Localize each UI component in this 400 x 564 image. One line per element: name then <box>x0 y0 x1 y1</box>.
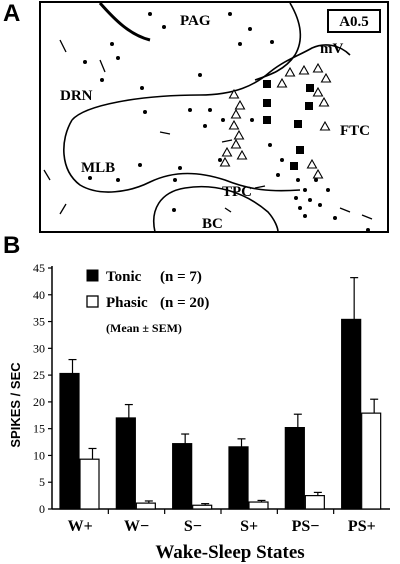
region-ftc: FTC <box>340 123 370 139</box>
bar-tonic <box>341 318 362 510</box>
y-tick-label: 40 <box>33 288 45 302</box>
legend: Tonic (n = 7) Phasic (n = 20) (Mean ± SE… <box>86 269 209 335</box>
x-tick-label: PS− <box>292 518 320 535</box>
legend-label-tonic: Tonic <box>106 269 142 285</box>
dash-mark <box>59 39 67 53</box>
panel-b-letter: B <box>3 232 21 259</box>
phasic-triangles <box>219 62 332 179</box>
legend-swatch-tonic <box>86 269 99 282</box>
legend-swatch-phasic <box>86 295 99 308</box>
y-tick-label: 10 <box>33 448 45 462</box>
bc-boundary <box>153 185 279 233</box>
dash-mark <box>361 214 373 220</box>
bar-tonic <box>284 426 305 510</box>
panel-a-letter: A <box>3 0 21 27</box>
dash-mark <box>254 185 266 189</box>
x-tick-label: S+ <box>240 518 258 535</box>
dash-mark <box>159 131 171 135</box>
dash-mark <box>224 207 232 213</box>
mv-boundary <box>254 2 302 81</box>
bar-phasic <box>135 502 156 510</box>
legend-label-phasic: Phasic <box>106 295 148 311</box>
dash-mark <box>99 59 106 73</box>
x-tick-label: W− <box>124 518 149 535</box>
y-tick-label: 30 <box>33 341 45 355</box>
bar-phasic <box>79 458 100 510</box>
region-bc: BC <box>202 216 223 232</box>
bar-phasic <box>248 501 269 510</box>
anatomy-map: A0.5 PAG DRN MLB mV FTC TPC BC <box>39 1 389 233</box>
x-tick-label: W+ <box>68 518 93 535</box>
bar-phasic <box>192 504 213 510</box>
pag-boundary <box>98 2 151 42</box>
region-pag: PAG <box>180 13 211 29</box>
dash-mark <box>339 207 351 213</box>
bar-tonic <box>59 372 80 510</box>
y-tick-label: 5 <box>39 475 45 489</box>
y-axis-label: SPIKES / SEC <box>8 362 23 448</box>
x-tick-label: PS+ <box>348 518 376 535</box>
y-tick-label: 20 <box>33 395 45 409</box>
region-mv: mV <box>320 41 343 57</box>
dash-mark <box>43 169 51 181</box>
x-tick-label: S− <box>184 518 202 535</box>
mlb-upper-boundary <box>71 44 351 121</box>
legend-note: (Mean ± SEM) <box>106 321 182 335</box>
tonic-squares <box>263 80 314 170</box>
bars-layer <box>59 277 382 510</box>
bar-tonic <box>172 443 193 510</box>
region-mlb: MLB <box>81 160 115 176</box>
y-tick-label: 25 <box>33 368 45 382</box>
dash-mark <box>221 139 233 143</box>
x-axis-label: Wake-Sleep States <box>155 542 304 563</box>
y-tick-label: 0 <box>39 502 45 516</box>
section-label: A0.5 <box>339 14 369 30</box>
section-label-box <box>327 9 381 33</box>
neuron-dots <box>83 12 370 232</box>
bar-tonic <box>115 417 136 510</box>
region-drn: DRN <box>60 88 93 104</box>
y-tick-label: 35 <box>33 315 45 329</box>
mlb-lower-boundary <box>63 119 301 193</box>
legend-n-phasic: (n = 20) <box>160 295 209 311</box>
region-tpc: TPC <box>222 184 252 200</box>
map-frame <box>39 1 389 233</box>
bar-phasic <box>304 495 325 510</box>
legend-n-tonic: (n = 7) <box>160 269 202 285</box>
y-tick-label: 45 <box>33 261 45 275</box>
axes-layer: 0 5 10 15 20 25 30 35 40 45 W+ W− S− S+ PS− PS+ <box>33 261 390 535</box>
y-tick-label: 15 <box>33 422 45 436</box>
dash-mark <box>59 203 67 215</box>
bar-tonic <box>228 446 249 510</box>
bar-phasic <box>361 412 382 510</box>
